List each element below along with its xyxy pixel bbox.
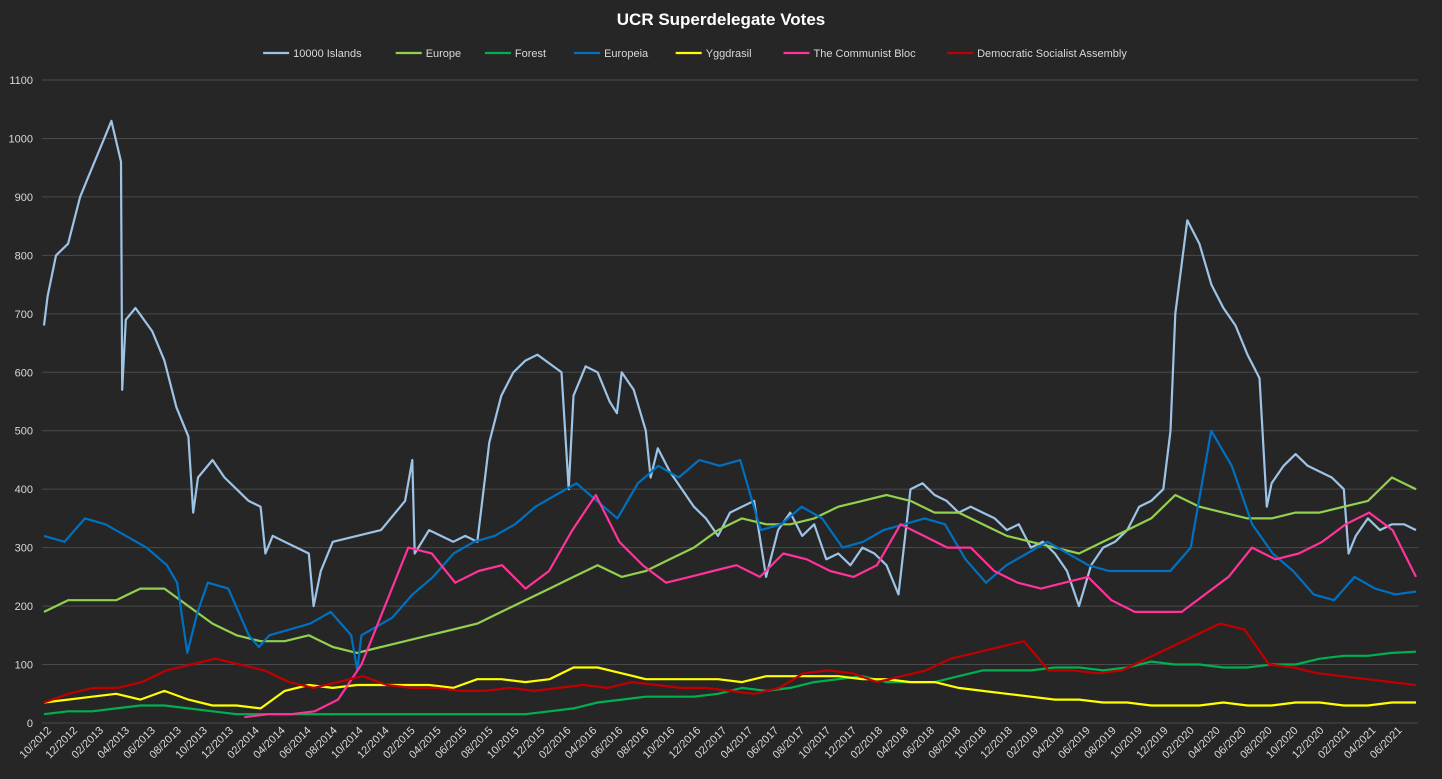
y-tick-label: 100: [15, 660, 33, 672]
legend-label: Forest: [515, 48, 546, 60]
series-line-5: [244, 493, 1417, 719]
y-tick-label: 700: [15, 309, 33, 321]
y-tick-label: 800: [15, 250, 33, 262]
y-tick-label: 200: [15, 601, 33, 613]
chart-title: UCR Superdelegate Votes: [616, 10, 826, 29]
y-tick-label: 300: [15, 543, 33, 555]
y-tick-label: 400: [15, 484, 33, 496]
legend-label: Europe: [426, 48, 461, 60]
series-line-0: [42, 119, 1417, 608]
y-tick-label: 0: [27, 718, 33, 730]
y-tick-label: 600: [15, 367, 33, 379]
legend-label: The Communist Bloc: [814, 48, 917, 60]
series-line-6: [43, 622, 1417, 704]
series-line-3: [43, 429, 1417, 672]
series-line-1: [43, 476, 1417, 654]
y-tick-label: 500: [15, 426, 33, 438]
legend-label: Yggdrasil: [706, 48, 752, 60]
y-tick-label: 1100: [9, 75, 33, 87]
y-tick-label: 900: [15, 192, 33, 204]
y-tick-label: 1000: [9, 133, 33, 145]
legend-label: 10000 Islands: [293, 48, 362, 60]
legend-label: Europeia: [604, 48, 649, 60]
legend-label: Democratic Socialist Assembly: [977, 48, 1127, 60]
series-line-4: [43, 666, 1416, 710]
